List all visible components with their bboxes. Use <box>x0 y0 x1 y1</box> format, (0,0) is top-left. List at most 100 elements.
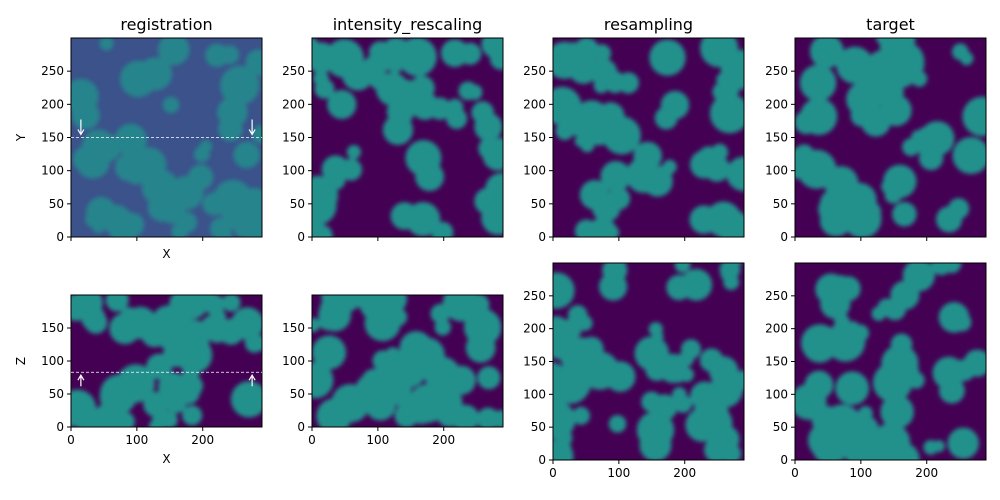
y-tick-label: 50 <box>773 197 788 211</box>
heatmap-blob <box>876 38 891 45</box>
heatmap-blob <box>609 263 626 267</box>
heatmap-blob <box>252 125 262 144</box>
heatmap-blob <box>428 97 452 120</box>
heatmap-blob <box>724 81 740 97</box>
heatmap-blob <box>339 158 362 181</box>
heatmap-blob <box>574 219 599 237</box>
slice-arrow <box>248 374 256 387</box>
heatmap-blob <box>195 329 208 343</box>
heatmap-blob <box>871 306 886 321</box>
y-tick-label: 150 <box>765 131 788 145</box>
heatmap-blob <box>962 96 986 137</box>
heatmap-blob <box>446 365 476 395</box>
heatmap-blob <box>709 93 744 134</box>
heatmap-blob <box>645 357 669 381</box>
heatmap-blob <box>81 306 106 331</box>
slice-arrow <box>248 119 256 136</box>
heatmap-blob <box>71 389 97 427</box>
heatmap-blob <box>727 263 742 267</box>
heatmap-blob <box>579 180 610 210</box>
heatmap-blob <box>388 349 428 388</box>
heatmap-blob <box>854 77 875 99</box>
heatmap-blob <box>617 72 640 94</box>
heatmap-blob <box>553 391 559 416</box>
y-axis-label: Y <box>14 133 28 142</box>
heatmap-blob <box>828 277 847 296</box>
heatmap-blob <box>124 306 157 340</box>
heatmap-blob <box>430 303 451 324</box>
y-tick-label: 50 <box>49 197 64 211</box>
y-tick-label: 250 <box>765 289 788 303</box>
heatmap-blob <box>312 50 326 64</box>
x-axis-label: X <box>162 452 170 466</box>
heatmap-blob <box>152 311 192 350</box>
y-tick-label: 100 <box>41 164 64 178</box>
panel-1: 0 50 100 150 200 250 intensity_rescaling <box>282 15 504 244</box>
heatmap-blob <box>432 234 445 237</box>
heatmap-blob <box>223 203 249 229</box>
y-tick-label: 250 <box>765 64 788 78</box>
heatmap-blob <box>116 364 155 403</box>
y-tick-label: 150 <box>523 131 546 145</box>
heatmap-blob <box>346 145 361 160</box>
heatmap-blob <box>312 70 329 87</box>
heatmap-blob <box>312 335 347 370</box>
y-tick-label: 100 <box>41 354 64 368</box>
heatmap-blob <box>799 64 837 102</box>
y-tick-label: 0 <box>297 230 305 244</box>
heatmap-blob <box>220 45 240 65</box>
y-tick-label: 200 <box>765 322 788 336</box>
y-tick-label: 200 <box>765 97 788 111</box>
heatmap-blob <box>222 295 241 312</box>
heatmap-blob <box>482 140 503 171</box>
heatmap-blobs <box>71 295 262 427</box>
heatmap-blobs <box>553 38 744 237</box>
panel-2: 0 50 100 150 200 250 resampling <box>523 15 745 244</box>
heatmap-blob <box>327 89 357 120</box>
panel-title: registration <box>120 15 212 34</box>
heatmap-blob <box>636 411 675 449</box>
heatmap-blob <box>672 387 687 402</box>
panel-5: 0 50 100 150 0 100 200 <box>282 294 504 447</box>
heatmap-blob <box>218 116 243 142</box>
heatmap-blob <box>918 145 944 171</box>
y-tick-label: 0 <box>538 230 546 244</box>
y-tick-label: 50 <box>290 387 305 401</box>
heatmap-blob <box>491 410 503 427</box>
y-tick-label: 150 <box>41 131 64 145</box>
x-axis-label: X <box>162 247 170 261</box>
y-tick-label: 150 <box>765 355 788 369</box>
heatmap-blob <box>685 408 720 442</box>
y-tick-label: 0 <box>780 230 788 244</box>
y-tick-label: 100 <box>523 387 546 401</box>
heatmap-blob <box>911 70 928 87</box>
y-tick-label: 150 <box>41 321 64 335</box>
heatmap-blob <box>608 415 627 433</box>
y-tick-label: 200 <box>523 97 546 111</box>
heatmap-blob <box>125 68 153 95</box>
heatmap-blob <box>158 38 190 66</box>
heatmap-blob <box>649 39 686 76</box>
panel-6: 0 50 100 150 200 250 0 100 200 <box>523 262 745 480</box>
heatmap-blob <box>99 38 114 51</box>
heatmap-blob <box>902 263 935 292</box>
heatmap-blob <box>602 263 628 283</box>
heatmap-blob <box>574 135 587 147</box>
y-tick-label: 100 <box>282 164 305 178</box>
heatmap-blob <box>465 332 496 363</box>
heatmap-blob <box>415 162 444 192</box>
heatmap-blob <box>257 336 262 351</box>
heatmap-blob <box>471 101 495 124</box>
heatmap-blob <box>892 201 917 227</box>
heatmap-blob <box>939 377 965 404</box>
heatmap-blob <box>331 384 370 423</box>
heatmap-blob <box>312 362 334 399</box>
heatmap-blob <box>148 419 165 427</box>
heatmap-blob <box>938 302 970 333</box>
heatmap-blob <box>845 441 872 460</box>
heatmap-blob <box>233 141 261 169</box>
heatmap-blob <box>369 70 389 90</box>
heatmap-blobs <box>312 38 503 237</box>
y-tick-label: 100 <box>282 354 305 368</box>
panel-title: intensity_rescaling <box>333 15 483 35</box>
